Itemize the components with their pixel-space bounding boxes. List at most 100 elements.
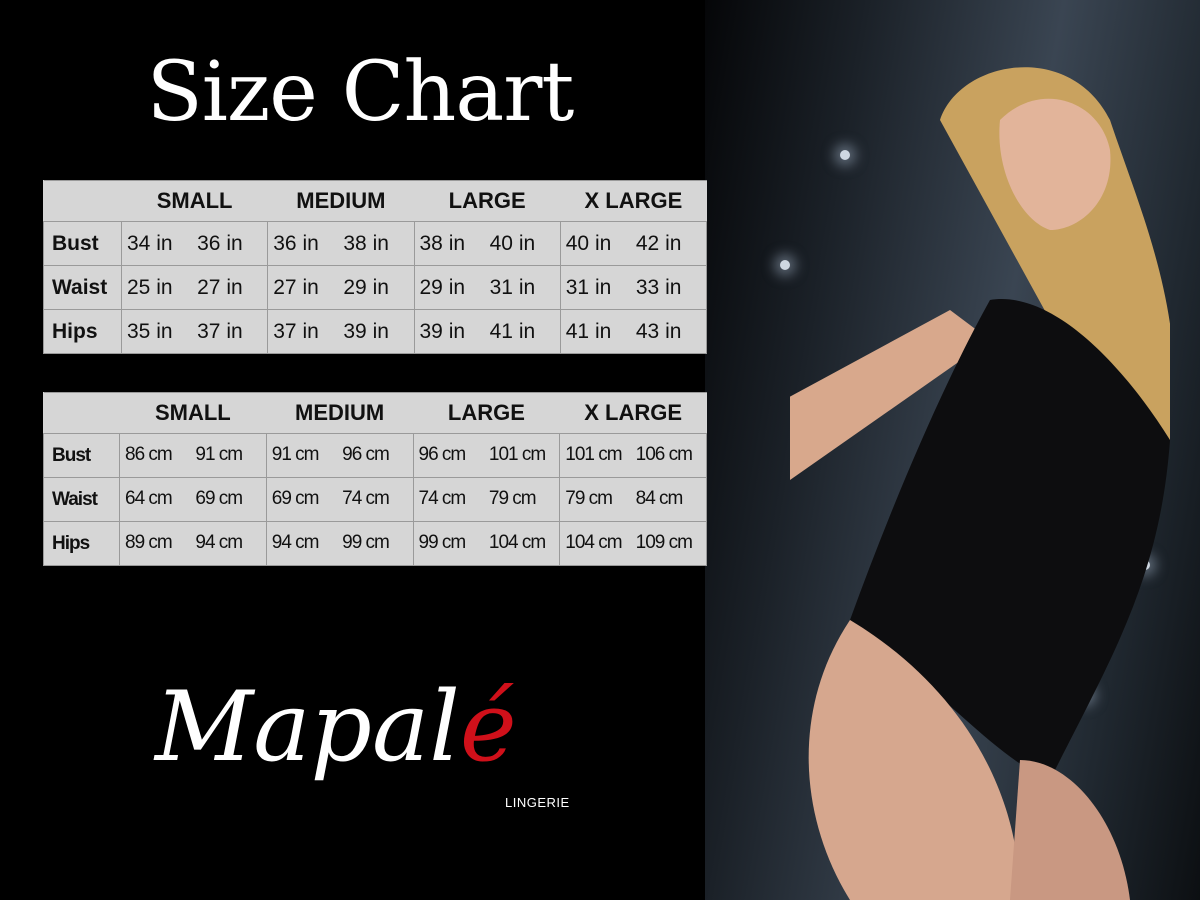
measurement-value: 37 in [197, 319, 243, 343]
size-range-cell: 74 cm 79 cm [412, 477, 561, 522]
measurement-value: 42 in [635, 231, 682, 255]
brand-tagline: LINGERIE [505, 795, 570, 810]
measurement-value: 40 in [565, 231, 612, 255]
size-range-cell: 101 cm 106 cm [559, 433, 707, 478]
measurement-label: Bust [43, 433, 120, 478]
size-range-cell: 41 in 43 in [559, 309, 708, 354]
measurement-value: 89 cm [125, 532, 173, 554]
size-table-inches: SMALL MEDIUM LARGE X LARGE Bust 34 in 36 i… [43, 180, 708, 354]
measurement-value: 91 cm [195, 444, 243, 466]
size-header: LARGE [413, 392, 560, 434]
size-header: MEDIUM [267, 180, 414, 222]
measurement-value: 96 cm [418, 444, 467, 466]
measurement-value: 79 cm [565, 488, 613, 510]
size-header: MEDIUM [266, 392, 413, 434]
measurement-value: 94 cm [195, 532, 243, 554]
measurement-value: 27 in [197, 275, 243, 299]
table-row: Bust 34 in 36 in 36 in 38 in 38 in 40 in 40 in 4… [43, 221, 708, 266]
size-range-cell: 29 in 31 in [413, 265, 561, 310]
size-range-cell: 25 in 27 in [120, 265, 269, 310]
size-range-cell: 96 cm 101 cm [412, 433, 561, 478]
size-header: X LARGE [560, 180, 707, 222]
measurement-value: 101 cm [488, 444, 546, 466]
measurement-value: 29 in [419, 275, 466, 299]
measurement-value: 36 in [197, 231, 243, 255]
table-row: Waist 64 cm 69 cm 69 cm 74 cm 74 cm 79 cm 79 cm… [43, 477, 707, 522]
size-range-cell: 91 cm 96 cm [265, 433, 414, 478]
model-figure [790, 67, 1170, 900]
measurement-value: 79 cm [488, 488, 537, 510]
measurement-value: 33 in [635, 275, 682, 299]
size-range-cell: 39 in 41 in [413, 309, 561, 354]
measurement-value: 43 in [635, 319, 682, 343]
measurement-value: 41 in [489, 319, 536, 343]
measurement-value: 74 cm [418, 488, 467, 510]
measurement-value: 40 in [489, 231, 536, 255]
measurement-value: 39 in [419, 319, 466, 343]
measurement-value: 99 cm [342, 532, 390, 554]
size-header: SMALL [121, 180, 268, 222]
size-header: LARGE [414, 180, 561, 222]
measurement-value: 94 cm [271, 532, 320, 554]
measurement-label: Bust [43, 221, 122, 266]
measurement-value: 104 cm [565, 532, 622, 554]
measurement-value: 106 cm [635, 444, 693, 466]
measurement-value: 38 in [343, 231, 389, 255]
measurement-value: 69 cm [271, 488, 320, 510]
measurement-label: Hips [43, 521, 120, 566]
size-range-cell: 69 cm 74 cm [265, 477, 414, 522]
measurement-label: Waist [43, 265, 122, 310]
measurement-value: 38 in [419, 231, 466, 255]
table-header-row: SMALL MEDIUM LARGE X LARGE [43, 180, 707, 222]
size-range-cell: 94 cm 99 cm [265, 521, 414, 566]
measurement-value: 86 cm [125, 444, 173, 466]
measurement-value: 29 in [343, 275, 389, 299]
measurement-value: 84 cm [635, 488, 684, 510]
size-range-cell: 34 in 36 in [120, 221, 269, 266]
measurement-value: 36 in [273, 231, 319, 255]
measurement-value: 27 in [273, 275, 319, 299]
size-range-cell: 40 in 42 in [559, 221, 708, 266]
measurement-value: 99 cm [418, 532, 467, 554]
size-header: X LARGE [559, 392, 707, 434]
brand-logo: Mapalé [153, 671, 517, 783]
size-range-cell: 38 in 40 in [413, 221, 561, 266]
measurement-value: 34 in [127, 231, 173, 255]
size-range-cell: 86 cm 91 cm [119, 433, 267, 478]
size-range-cell: 27 in 29 in [267, 265, 415, 310]
measurement-value: 96 cm [342, 444, 390, 466]
measurement-value: 25 in [127, 275, 173, 299]
measurement-value: 69 cm [195, 488, 243, 510]
size-range-cell: 99 cm 104 cm [412, 521, 561, 566]
measurement-value: 31 in [565, 275, 612, 299]
table-row: Hips 89 cm 94 cm 94 cm 99 cm 99 cm 104 cm 104 c… [43, 521, 707, 566]
size-range-cell: 89 cm 94 cm [119, 521, 267, 566]
size-range-cell: 36 in 38 in [267, 221, 415, 266]
table-header-row: SMALL MEDIUM LARGE X LARGE [43, 392, 707, 434]
page-title: Size Chart [146, 45, 575, 140]
measurement-value: 74 cm [342, 488, 390, 510]
tufted-button [840, 150, 850, 160]
table-row: Bust 86 cm 91 cm 91 cm 96 cm 96 cm 101 cm 101 c… [43, 433, 707, 478]
measurement-value: 37 in [273, 319, 319, 343]
size-range-cell: 35 in 37 in [120, 309, 269, 354]
size-range-cell: 31 in 33 in [559, 265, 708, 310]
measurement-value: 64 cm [125, 488, 173, 510]
size-table-centimeters: SMALL MEDIUM LARGE X LARGE Bust 86 cm 91 c… [43, 392, 707, 566]
measurement-value: 31 in [489, 275, 536, 299]
size-header: SMALL [119, 392, 267, 434]
measurement-value: 109 cm [635, 532, 693, 554]
measurement-value: 39 in [343, 319, 389, 343]
size-range-cell: 104 cm 109 cm [559, 521, 707, 566]
measurement-label: Waist [43, 477, 120, 522]
size-range-cell: 64 cm 69 cm [119, 477, 267, 522]
size-range-cell: 79 cm 84 cm [559, 477, 707, 522]
table-row: Waist 25 in 27 in 27 in 29 in 29 in 31 in 31 in… [43, 265, 708, 310]
measurement-value: 91 cm [271, 444, 320, 466]
measurement-label: Hips [43, 309, 122, 354]
table-row: Hips 35 in 37 in 37 in 39 in 39 in 41 in 41 in 4… [43, 309, 708, 354]
measurement-value: 104 cm [488, 532, 546, 554]
measurement-value: 101 cm [565, 444, 622, 466]
measurement-value: 41 in [565, 319, 612, 343]
measurement-value: 35 in [127, 319, 173, 343]
